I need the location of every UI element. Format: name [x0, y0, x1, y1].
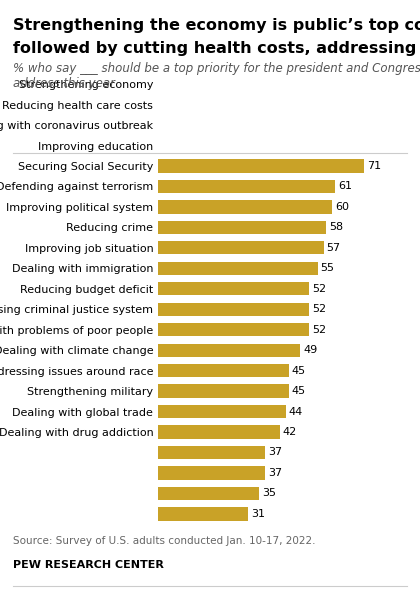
Text: Dealing with global trade: Dealing with global trade: [13, 407, 153, 418]
Text: 52: 52: [312, 325, 326, 335]
Text: Improving political system: Improving political system: [6, 203, 153, 213]
Text: 49: 49: [303, 345, 318, 355]
Text: 42: 42: [283, 427, 297, 437]
Bar: [158, 200, 332, 214]
Bar: [158, 446, 265, 459]
Text: Reducing health care costs: Reducing health care costs: [3, 101, 153, 111]
Text: Reducing crime: Reducing crime: [66, 223, 153, 234]
Bar: [158, 220, 326, 234]
Text: Dealing with coronavirus outbreak: Dealing with coronavirus outbreak: [0, 121, 153, 131]
Bar: [158, 385, 289, 398]
Text: 44: 44: [289, 407, 303, 416]
Text: Strengthening the economy is public’s top concern,: Strengthening the economy is public’s to…: [13, 18, 420, 33]
Text: PEW RESEARCH CENTER: PEW RESEARCH CENTER: [13, 560, 163, 570]
Text: 71: 71: [368, 161, 381, 171]
Text: 37: 37: [268, 447, 282, 458]
Text: Strengthening economy: Strengthening economy: [19, 80, 153, 90]
Text: 60: 60: [335, 202, 349, 212]
Text: 45: 45: [291, 365, 306, 376]
Bar: [158, 466, 265, 480]
Text: Strengthening military: Strengthening military: [27, 387, 153, 397]
Bar: [158, 282, 309, 295]
Text: Source: Survey of U.S. adults conducted Jan. 10-17, 2022.: Source: Survey of U.S. adults conducted …: [13, 536, 315, 546]
Bar: [158, 262, 318, 275]
Bar: [158, 323, 309, 337]
Text: 52: 52: [312, 284, 326, 294]
Text: Improving job situation: Improving job situation: [24, 244, 153, 254]
Text: % who say ___ should be a top priority for the president and Congress to
address: % who say ___ should be a top priority f…: [13, 62, 420, 90]
Text: 35: 35: [262, 488, 276, 498]
Bar: [158, 343, 300, 357]
Text: Addressing issues around race: Addressing issues around race: [0, 367, 153, 377]
Text: 61: 61: [338, 181, 352, 192]
Text: Dealing with drug addiction: Dealing with drug addiction: [0, 428, 153, 438]
Text: Dealing with immigration: Dealing with immigration: [12, 264, 153, 274]
Bar: [158, 180, 335, 193]
Text: Dealing with problems of poor people: Dealing with problems of poor people: [0, 326, 153, 335]
Text: 55: 55: [321, 264, 335, 273]
Bar: [158, 425, 280, 438]
Text: 57: 57: [326, 243, 341, 253]
Text: 45: 45: [291, 386, 306, 396]
Text: Addressing criminal justice system: Addressing criminal justice system: [0, 305, 153, 315]
Text: Securing Social Security: Securing Social Security: [18, 162, 153, 172]
Text: 31: 31: [251, 509, 265, 519]
Bar: [158, 405, 286, 418]
Text: followed by cutting health costs, addressing COVID-19: followed by cutting health costs, addres…: [13, 41, 420, 56]
Bar: [158, 159, 365, 173]
Text: Improving education: Improving education: [38, 141, 153, 152]
Bar: [158, 302, 309, 316]
Text: 52: 52: [312, 304, 326, 314]
Text: Defending against terrorism: Defending against terrorism: [0, 183, 153, 192]
Bar: [158, 364, 289, 377]
Bar: [158, 487, 260, 500]
Bar: [158, 241, 323, 255]
Text: 37: 37: [268, 468, 282, 478]
Text: 58: 58: [329, 222, 344, 232]
Bar: [158, 507, 248, 521]
Text: Dealing with climate change: Dealing with climate change: [0, 346, 153, 356]
Text: Reducing budget deficit: Reducing budget deficit: [20, 285, 153, 295]
